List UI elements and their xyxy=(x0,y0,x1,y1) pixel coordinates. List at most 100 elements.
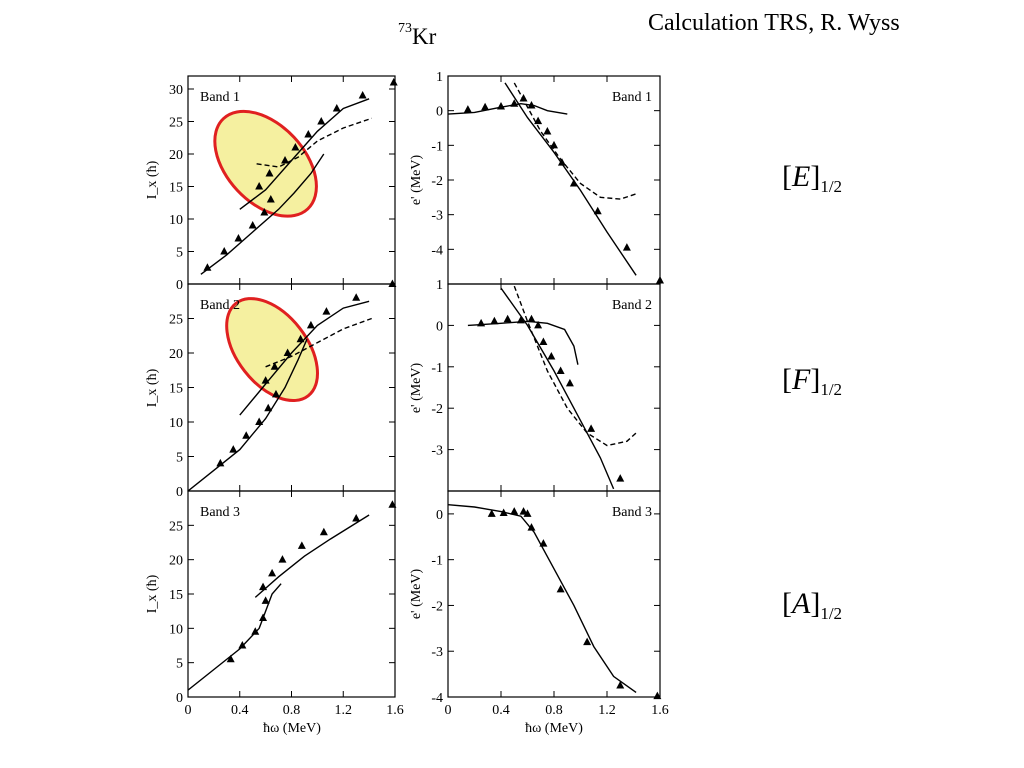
panel-right-2: 1 0 -1 -2 -3 Band 2 xyxy=(431,278,661,492)
data-point xyxy=(216,458,225,467)
x-tick-label: 1.6 xyxy=(386,703,404,718)
x-axis-title-left: ħω (MeV) xyxy=(263,721,321,736)
configuration-label-E: [E]1/2 xyxy=(782,160,843,196)
solid-curve-1 xyxy=(188,583,282,691)
solid-curve-2 xyxy=(239,98,370,210)
band-label: Band 1 xyxy=(612,90,652,105)
data-point xyxy=(283,348,292,356)
solid-curve-2 xyxy=(500,287,615,490)
data-point xyxy=(527,523,536,531)
band-label: Band 2 xyxy=(200,298,240,313)
plot-area xyxy=(467,285,637,490)
data-point xyxy=(259,582,268,591)
data-point xyxy=(259,613,268,622)
y-tick-label: 10 xyxy=(169,213,183,228)
data-point xyxy=(261,596,270,604)
x-tick-label: 1.2 xyxy=(598,703,616,718)
solid-curve-1 xyxy=(188,338,308,491)
data-point xyxy=(516,315,525,324)
dashed-curve-3 xyxy=(265,317,372,368)
y-tick-label: 20 xyxy=(169,347,183,362)
data-point xyxy=(296,334,305,343)
y-tick-label: 30 xyxy=(169,83,183,98)
data-point xyxy=(510,507,519,515)
y-tick-label: 20 xyxy=(169,554,183,569)
data-point xyxy=(389,78,398,86)
data-point xyxy=(255,182,264,190)
data-point xyxy=(278,555,287,563)
data-point xyxy=(264,403,273,412)
panel-left-1: 0 5 10 15 20 25 30 Band 1 xyxy=(169,75,398,293)
solid-curve-2 xyxy=(239,300,370,416)
y-tick-label: 0 xyxy=(176,691,183,706)
data-point xyxy=(616,681,625,689)
y-tick-label: 25 xyxy=(169,116,183,131)
data-point xyxy=(547,351,556,360)
data-point xyxy=(556,366,565,374)
data-point xyxy=(304,130,313,138)
data-point xyxy=(569,178,578,187)
data-point xyxy=(622,243,631,251)
y-tick-label: 5 xyxy=(176,451,183,466)
plot-area xyxy=(200,98,372,275)
data-point xyxy=(534,320,543,329)
y-axis-title-left-2: I_x (ħ) xyxy=(145,368,160,407)
data-point xyxy=(519,94,528,102)
plot-area xyxy=(448,504,637,693)
data-point xyxy=(322,307,331,315)
data-point xyxy=(306,320,315,329)
x-tick-label: 0 xyxy=(445,703,452,718)
data-point xyxy=(281,156,290,164)
y-axis-title-left-1: I_x (ħ) xyxy=(145,160,160,199)
data-point xyxy=(490,316,499,325)
data-point xyxy=(297,541,306,549)
y-tick-label: 15 xyxy=(169,382,183,397)
y-tick-label: 5 xyxy=(176,657,183,672)
y-tick-label: -1 xyxy=(431,139,443,154)
y-tick-label: 10 xyxy=(169,416,183,431)
axis-titles-layer: I_x (ħ) e' (MeV) I_x (ħ) e' (MeV) I_x (ħ) e' … xyxy=(145,155,583,736)
nucleus-label: 73Kr xyxy=(398,21,436,50)
data-point xyxy=(556,584,565,593)
x-tick-label: 0.4 xyxy=(492,703,510,718)
y-axis-title-left-3: I_x (ħ) xyxy=(145,574,160,613)
y-tick-label: -1 xyxy=(431,361,443,376)
y-tick-label: 5 xyxy=(176,246,183,261)
data-point xyxy=(510,99,519,107)
data-point xyxy=(271,389,280,398)
data-point xyxy=(229,445,238,453)
data-point xyxy=(557,158,566,166)
solid-curve-1 xyxy=(200,153,325,275)
data-point xyxy=(499,508,508,516)
dashed-curve-3 xyxy=(513,82,637,200)
data-point xyxy=(583,637,592,646)
nucleus-mass-number: 73 xyxy=(398,21,412,37)
y-tick-label: -4 xyxy=(431,691,443,706)
y-tick-label: -2 xyxy=(431,599,443,614)
data-point xyxy=(203,263,212,271)
band-label: Band 3 xyxy=(200,505,240,520)
band-label: Band 3 xyxy=(612,505,652,520)
highlight-ellipse xyxy=(225,297,319,403)
y-axis-title-right-3: e' (MeV) xyxy=(409,569,424,620)
y-tick-label: 20 xyxy=(169,148,183,163)
solid-curve-2 xyxy=(254,514,370,598)
data-point xyxy=(234,234,243,242)
plot-area xyxy=(188,514,370,691)
data-point xyxy=(238,641,247,649)
y-tick-label: 25 xyxy=(169,519,183,534)
data-point xyxy=(268,568,277,577)
panel-frame xyxy=(447,490,661,698)
y-tick-label: 0 xyxy=(436,105,443,120)
data-point xyxy=(266,195,275,203)
dashed-curve-3 xyxy=(256,117,372,168)
calculation-credit: Calculation TRS, R. Wyss xyxy=(648,10,900,36)
y-tick-label: 10 xyxy=(169,622,183,637)
data-point xyxy=(260,208,269,216)
band-label: Band 2 xyxy=(612,298,652,313)
y-tick-label: -3 xyxy=(431,209,443,224)
data-point xyxy=(220,247,229,255)
solid-curve-2 xyxy=(504,82,637,276)
